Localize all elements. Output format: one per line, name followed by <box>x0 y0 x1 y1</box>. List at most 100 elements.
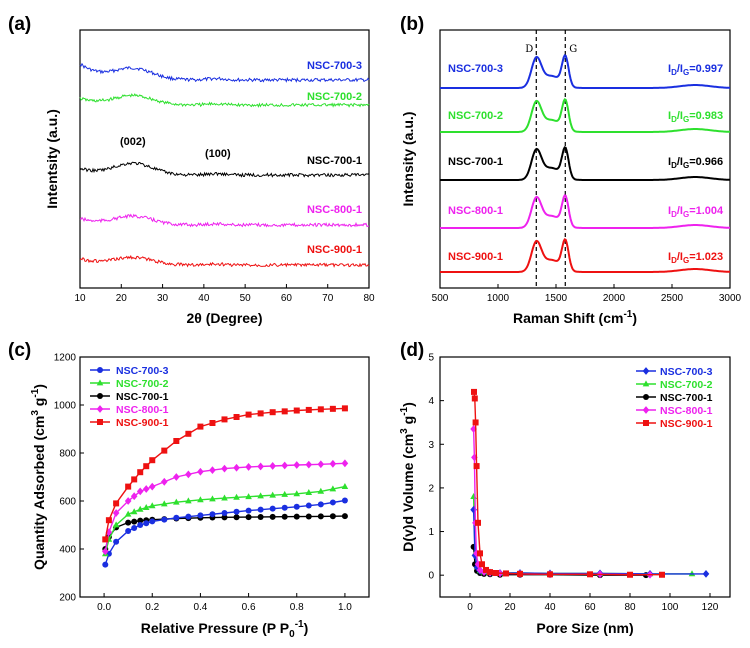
panel-b-ratio-sub-g: G <box>683 161 689 170</box>
panel-d-data-point <box>471 395 478 402</box>
panel-b-xlabel-main: Raman Shift ( <box>513 310 604 326</box>
panel-d-ytick-label: 3 <box>428 440 434 451</box>
panel-b-xlabel-unit: cm <box>603 310 623 326</box>
panel-c-data-point <box>257 506 264 513</box>
panel-b-ratio-value: =1.023 <box>689 251 723 263</box>
panel-c-data-point <box>112 521 120 528</box>
panel-c-xtick-label: 0.4 <box>193 602 207 613</box>
panel-c-data-point <box>341 459 349 468</box>
panel-c-data-point <box>149 518 156 525</box>
panel-c-data-point <box>124 510 132 517</box>
panel-d-legend-label: NSC-700-1 <box>660 392 713 404</box>
panel-d-series-line <box>472 428 651 576</box>
panel-c-data-point <box>245 411 252 418</box>
panel-b-ratio-prefix: I <box>668 205 671 217</box>
panel-c-data-point <box>257 462 264 471</box>
panel-b-d-band-label: D <box>525 44 533 55</box>
panel-a-xtick-label: 30 <box>157 293 169 304</box>
panel-b-label: (b) <box>400 14 424 35</box>
panel-c-data-point <box>341 405 348 412</box>
panel-d-legend-label: NSC-700-2 <box>660 379 713 391</box>
panel-b-series-label: NSC-700-1 <box>448 156 503 168</box>
panel-c-data-point <box>137 517 144 524</box>
panel-a-annotation-002: (002) <box>120 136 146 148</box>
panel-c-data-point <box>269 409 276 416</box>
panel-a-series-line <box>79 93 370 108</box>
panel-c-data-point <box>257 410 264 417</box>
panel-c-data-point <box>329 459 337 468</box>
panel-d-legend-marker <box>643 394 649 400</box>
panel-c-data-point <box>112 509 120 517</box>
panel-c-data-point <box>257 492 264 499</box>
panel-c-data-point <box>160 477 168 486</box>
panel-c-data-point <box>281 408 288 415</box>
panel-c-data-point <box>125 483 132 490</box>
panel-b-ratio-label: ID/IG=0.966 <box>668 156 723 170</box>
panel-b-ratio-sub-d: D <box>671 210 677 219</box>
panel-b-ratio-prefix: I <box>668 251 671 263</box>
panel-c-data-point <box>142 485 150 493</box>
panel-c-data-point <box>113 538 120 545</box>
panel-c-data-point <box>102 561 109 568</box>
panel-d-series-line <box>472 496 692 575</box>
panel-c-data-point <box>143 520 150 527</box>
panel-c-data-point <box>131 518 138 525</box>
panel-c-data-point <box>209 511 216 518</box>
panel-a-xtick-label: 40 <box>198 293 210 304</box>
panel-c-data-point <box>233 463 240 472</box>
panel-a-xtick-label: 20 <box>116 293 128 304</box>
panel-d-data-point <box>477 550 483 557</box>
panel-b-series-label: NSC-700-3 <box>448 63 503 75</box>
panel-c-data-point <box>221 464 228 473</box>
panel-b-ratio-label: ID/IG=1.004 <box>668 205 724 219</box>
panel-c-data-point <box>101 547 109 556</box>
panel-a-series-line <box>79 254 370 268</box>
panel-b-ratio-value: =0.966 <box>689 156 723 168</box>
panel-c-xlabel-main: Relative Pressure (P P <box>141 620 289 636</box>
panel-c-data-point <box>341 497 348 504</box>
panel-d-legend-label: NSC-800-1 <box>660 405 713 417</box>
panel-c-data-point <box>185 497 192 504</box>
panel-b-series-line <box>440 238 730 273</box>
panel-c-ytick-label: 600 <box>59 497 76 508</box>
panel-c-legend-label: NSC-800-1 <box>116 404 169 416</box>
panel-d-ytick-label: 1 <box>428 527 434 538</box>
panel-c-ylabel-mid: g <box>31 398 47 410</box>
panel-b-series-line <box>440 194 730 229</box>
panel-c-data-point <box>197 467 204 476</box>
panel-c-data-point <box>233 514 240 521</box>
panel-c-data-point <box>185 470 192 479</box>
panel-c-xlabel-end: ) <box>304 620 309 636</box>
panel-c-data-point <box>293 461 301 469</box>
panel-c-data-point <box>137 522 144 528</box>
panel-c-data-point <box>281 504 288 511</box>
panel-c-data-point <box>173 514 180 521</box>
panel-c-ytick-label: 1200 <box>54 353 77 364</box>
panel-b-ratio-sub-g: G <box>683 68 689 77</box>
panel-c-data-point <box>148 502 156 509</box>
panel-a-xlabel: 2θ (Degree) <box>186 310 262 326</box>
panel-c-data-point <box>173 498 180 505</box>
panel-c-data-point <box>233 508 240 515</box>
panel-d-xtick-label: 60 <box>584 602 596 613</box>
panel-c-legend-marker <box>96 379 104 386</box>
panel-c-ytick-label: 400 <box>59 545 76 556</box>
panel-d-legend-marker <box>642 406 650 414</box>
panel-b-xtick-label: 1000 <box>487 293 510 304</box>
panel-c-data-point <box>233 414 240 420</box>
panel-d-data-point <box>470 493 477 500</box>
panel-c-data-point <box>305 513 312 520</box>
panel-a: (a) 10 20 30 40 50 60 70 80 2θ (Degree) Intentsity… <box>8 14 375 326</box>
panel-a-xtick-label: 60 <box>281 293 293 304</box>
panel-c-data-point <box>131 476 138 483</box>
panel-c-data-point <box>173 473 180 481</box>
panel-a-series-line <box>79 62 370 83</box>
panel-c-data-point <box>269 505 276 512</box>
panel-c-data-point <box>130 492 138 501</box>
panel-d-xtick-label: 100 <box>662 602 679 613</box>
panel-b: (b) 500 1000 1500 2000 2500 3000 Raman Shift (c… <box>400 14 742 326</box>
panel-c-data-point <box>293 503 300 510</box>
panel-c-data-point <box>293 513 300 520</box>
panel-d-data-point <box>503 570 509 577</box>
panel-c-xtick-label: 0.2 <box>145 602 159 613</box>
